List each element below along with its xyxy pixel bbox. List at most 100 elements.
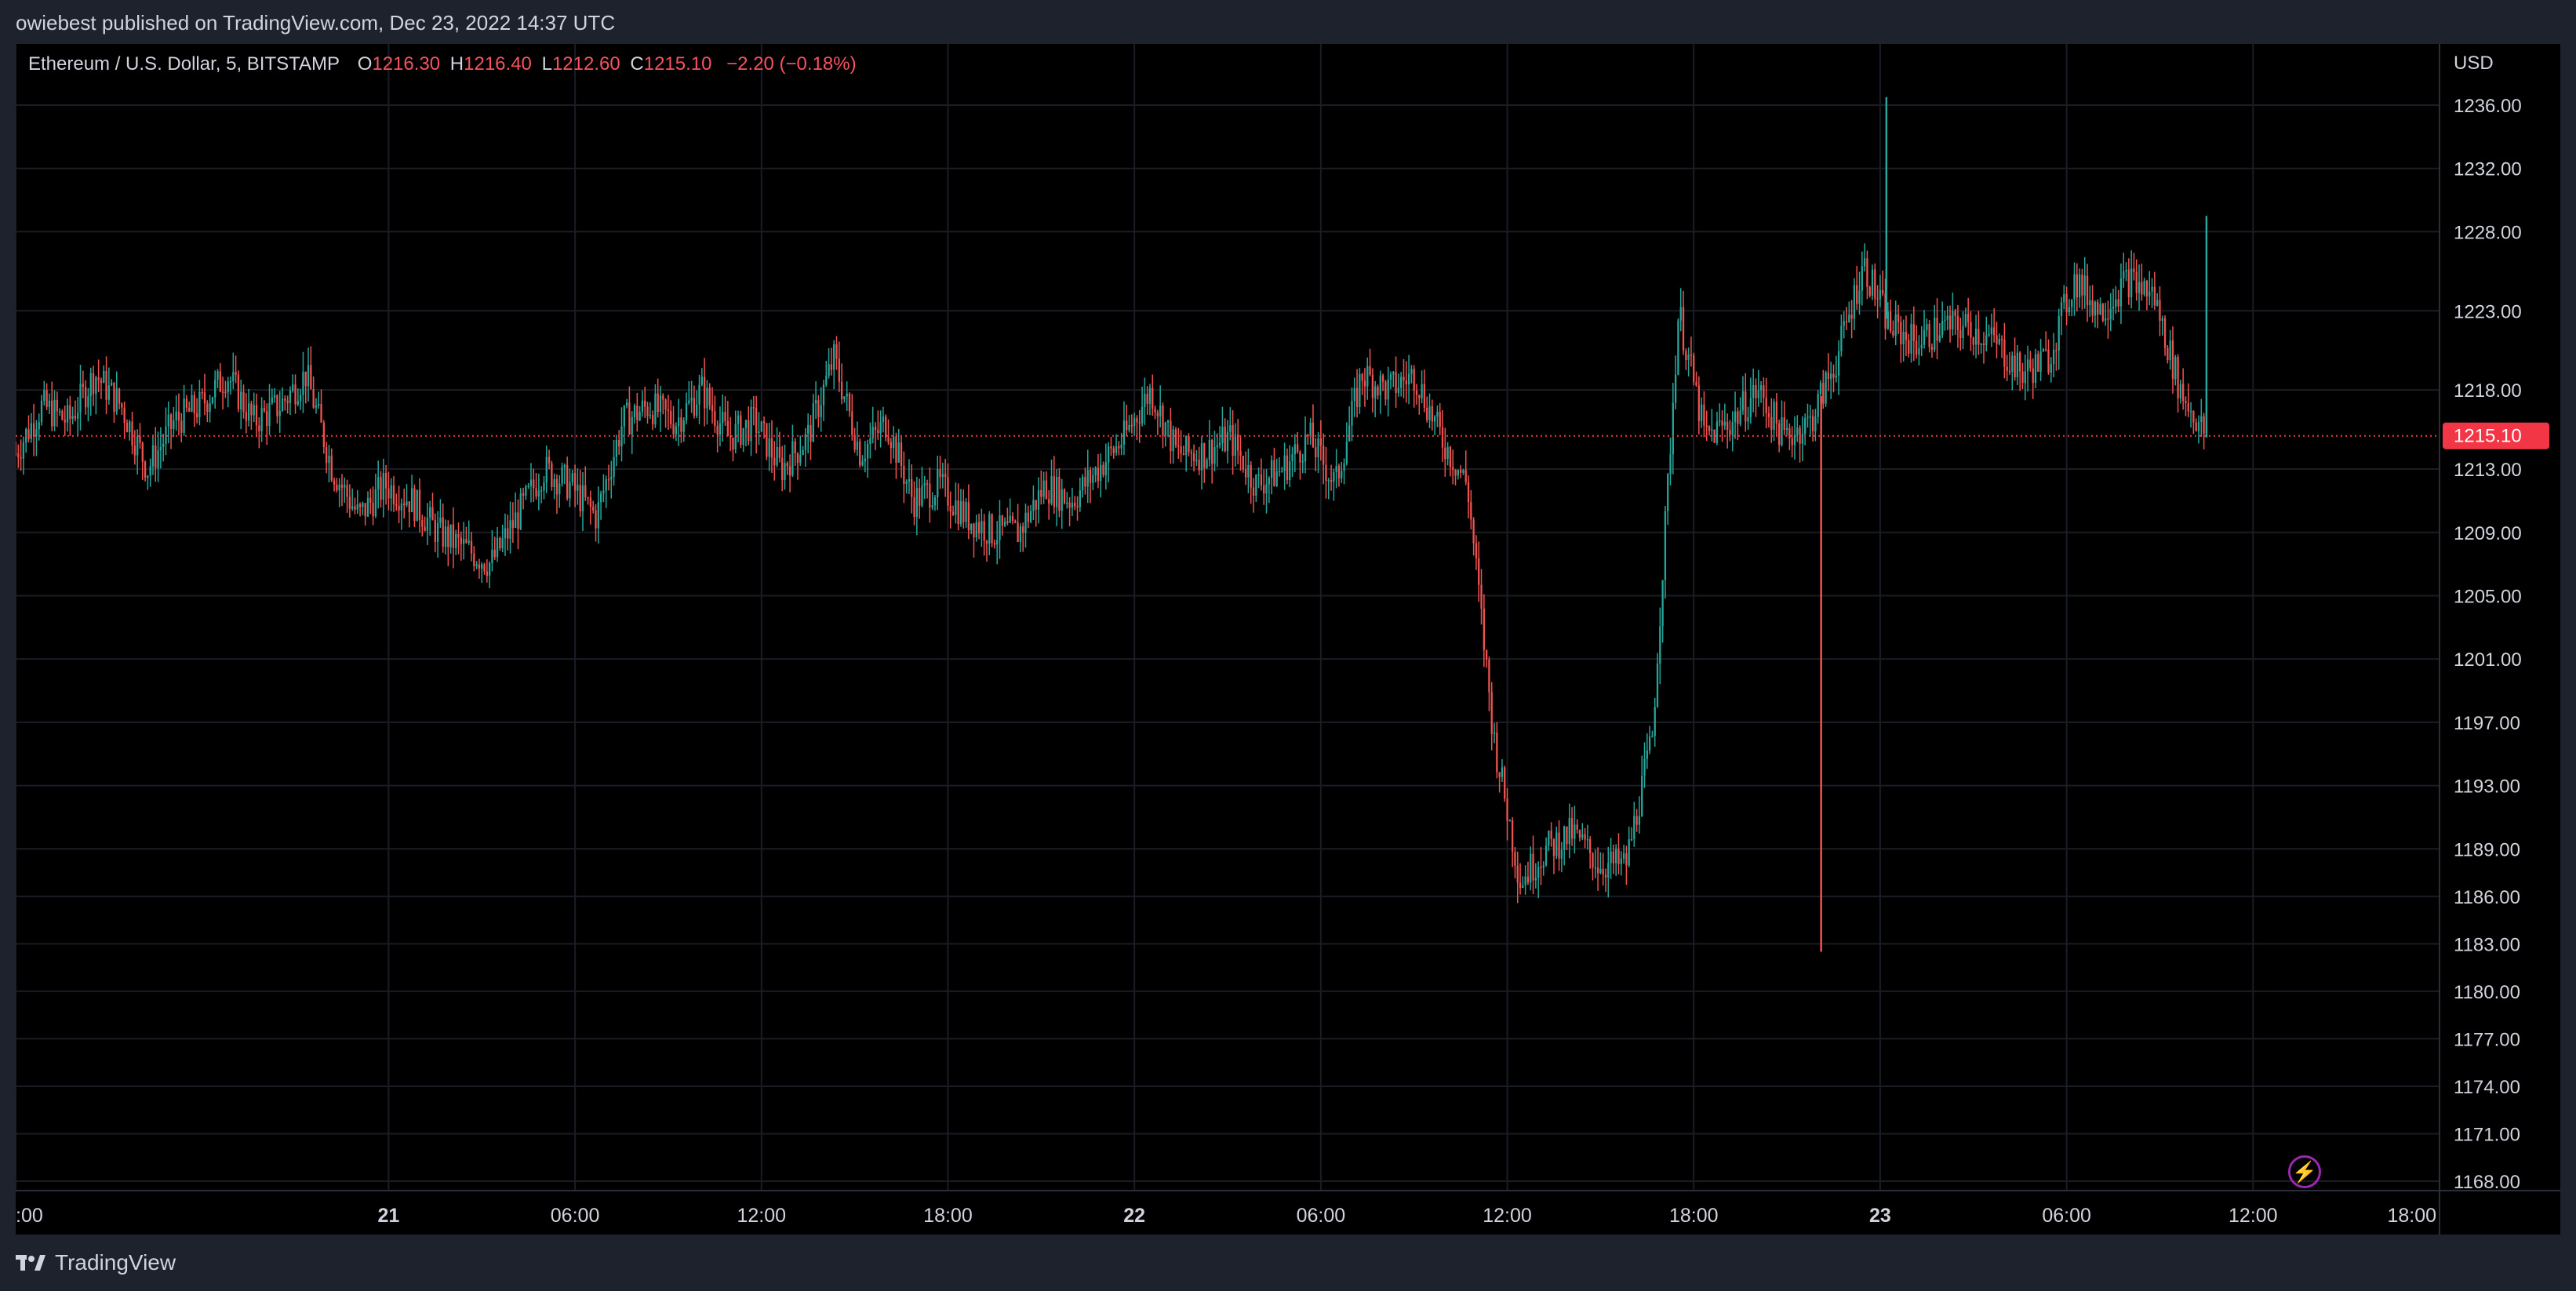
low-value: 1212.60 [551,53,620,75]
candle-body [1192,453,1195,461]
candle-body [165,426,167,444]
candle-body [1322,445,1325,465]
candle-body [429,507,431,518]
candle-body [2107,318,2109,320]
candle-body [358,504,362,507]
candle-body [1115,445,1118,453]
candle-body [1421,384,1423,398]
candle-body [496,537,499,557]
candle-body [869,438,871,445]
candle-body [1392,372,1395,375]
tradingview-logo[interactable]: TradingView [16,1250,176,1275]
candle-body [1029,511,1032,522]
candle-body [1327,479,1330,482]
candle-body [1156,412,1159,416]
candle-body [1120,444,1122,449]
candle-body [1956,316,1959,330]
candle-body [843,396,846,399]
candle-body [2143,281,2145,295]
candle-body [1586,838,1589,841]
candle-body [2159,300,2161,321]
price-tick-label: 1213.00 [2454,460,2522,481]
candle-body [1589,838,1592,853]
price-tick-label: 1189.00 [2454,839,2520,860]
candle-body [1765,398,1767,413]
candle-body [636,405,639,420]
candle-body [1763,385,1765,398]
candle-body [1964,314,1967,326]
candle-body [2083,275,2086,296]
candle-body [706,387,708,409]
candle-body [221,391,224,393]
candle-body [1563,826,1566,850]
candle-body [970,523,973,531]
candle-body [1952,311,1954,329]
candle-body [1908,340,1910,354]
candle-body [77,413,79,419]
candle-body [838,358,840,382]
candle-body [999,515,1001,540]
candle-body [933,497,937,506]
candle-body [1723,421,1726,426]
candle-body [1827,372,1830,380]
candle-body [2011,355,2014,373]
candle-body [1679,307,1682,321]
candle-body [97,377,100,380]
candle-body [1198,460,1200,471]
candle-body [897,442,900,463]
candle-body [1656,664,1659,707]
candle-body [2133,268,2135,272]
candle-body [1389,374,1392,380]
candle-body [1162,405,1164,436]
candle-body [1783,417,1785,431]
price-chart[interactable]: 1236.00 1232.00 1228.00 1223.00 1218.00 1213.… [16,44,2560,1235]
candle-body [507,528,509,539]
candle-body [478,564,481,569]
candle-body [595,510,597,529]
candle-body [983,521,985,541]
candle-body [56,399,58,412]
candle-body [84,387,87,408]
candle-body [2026,359,2029,372]
candle-body [488,562,491,576]
candle-body [1858,290,1861,304]
header-bar: owiebest published on TradingView.com, D… [0,0,2576,44]
candle-body [191,395,193,412]
candle-body [1107,446,1110,463]
candle-body [1446,446,1449,460]
candle-body [2024,371,2026,384]
candle-body [356,504,358,510]
candle-body [1478,558,1480,585]
close-value: 1215.10 [643,53,712,75]
price-tick-label: 1218.00 [2454,380,2522,402]
candle-body [918,488,921,506]
candle-body [1063,489,1066,504]
candle-body [1705,425,1708,427]
candle-body [1307,434,1309,437]
candle-body [310,365,312,390]
candle-body [2101,304,2104,321]
candle-body [1757,390,1759,398]
candle-body [302,371,304,395]
candle-body [1630,838,1633,841]
candle-body [1944,319,1946,322]
candle-body [1374,386,1377,398]
candle-body [1275,471,1278,486]
candle-body [1206,460,1208,468]
candle-body [1915,340,1918,355]
candle-body [1711,429,1713,431]
chart-frame[interactable]: 1236.00 1232.00 1228.00 1223.00 1218.00 1213.… [16,44,2560,1235]
lightning-icon[interactable]: ⚡ [2288,1155,2321,1188]
candle-body [1035,500,1037,510]
candle-body [1359,373,1361,408]
candle-body [955,500,957,515]
symbol-label[interactable]: Ethereum / U.S. Dollar, 5, BITSTAMP [28,53,340,75]
candle-body [1048,499,1050,504]
candle-body [555,478,558,495]
candle-body [229,381,232,383]
candle-body [711,405,714,412]
candle-body [131,421,133,446]
candle-body [814,400,817,404]
candle-body [519,493,522,529]
candle-body [1317,438,1319,458]
